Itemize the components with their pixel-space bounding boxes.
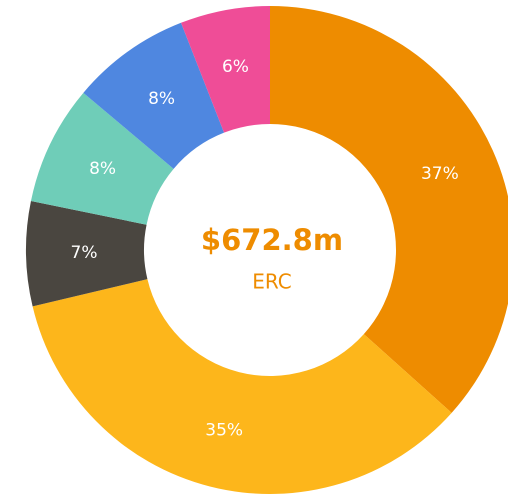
- data-label: 8%: [89, 159, 116, 179]
- segment: [181, 5, 270, 133]
- segment: [30, 92, 174, 225]
- data-label: 7%: [71, 243, 98, 263]
- data-label: 37%: [421, 164, 459, 184]
- segment: [32, 279, 452, 494]
- center-value: $672.8m: [201, 223, 343, 257]
- center-label: ERC: [252, 270, 292, 294]
- data-label: 8%: [148, 89, 175, 109]
- data-label: 6%: [222, 57, 249, 77]
- segment: [26, 201, 148, 307]
- segment: [83, 22, 225, 169]
- segment: [270, 6, 508, 413]
- data-label: 35%: [205, 420, 243, 440]
